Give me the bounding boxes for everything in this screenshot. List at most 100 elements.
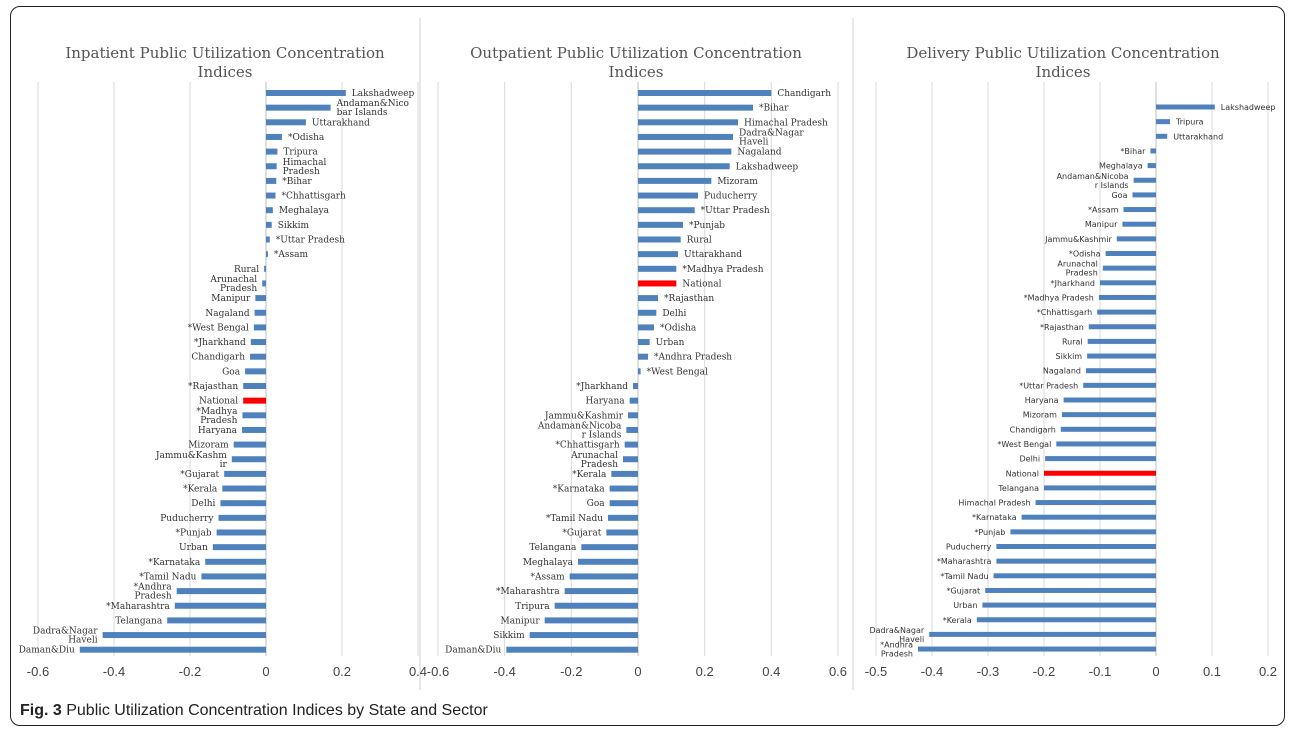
bar bbox=[638, 309, 657, 316]
category-label: *Chhattisgarh bbox=[555, 441, 620, 451]
bar bbox=[220, 500, 266, 507]
bar bbox=[266, 221, 272, 228]
bar bbox=[1105, 251, 1156, 256]
x-tick-label: 0.4 bbox=[762, 664, 780, 679]
bar bbox=[581, 544, 638, 551]
category-label: Lakshadweep bbox=[352, 89, 415, 99]
figure-number: Fig. 3 bbox=[20, 702, 62, 719]
category-label: *Odisha bbox=[288, 133, 325, 143]
category-label: *West Bengal bbox=[997, 440, 1051, 449]
bar bbox=[506, 646, 638, 653]
x-tick-label: 0.2 bbox=[1259, 664, 1277, 679]
category-label: Telangana bbox=[529, 543, 577, 553]
category-label: Mizoram bbox=[188, 441, 229, 451]
category-label: *Karnataka bbox=[148, 558, 200, 568]
category-label: *Maharashtra bbox=[106, 602, 170, 612]
bar bbox=[996, 544, 1156, 549]
bar bbox=[608, 514, 638, 521]
bar bbox=[1035, 500, 1156, 506]
bar bbox=[1061, 412, 1156, 418]
bar bbox=[1097, 309, 1156, 315]
bar bbox=[638, 133, 733, 140]
bar bbox=[638, 90, 772, 96]
bar bbox=[216, 529, 266, 536]
bar bbox=[1087, 338, 1156, 344]
category-label: *Assam bbox=[531, 572, 566, 582]
category-label: *Tamil Nadu bbox=[546, 514, 603, 524]
category-label: *Uttar Pradesh bbox=[1019, 381, 1078, 390]
x-tick-label: 0.1 bbox=[1203, 664, 1221, 679]
bar bbox=[638, 295, 658, 302]
category-label: *West Bengal bbox=[647, 367, 708, 377]
category-label: *Andhra Pradesh bbox=[134, 583, 173, 602]
bar bbox=[1100, 280, 1156, 286]
category-label: Delhi bbox=[191, 499, 215, 509]
category-label: National bbox=[1006, 469, 1039, 478]
category-label: *Tamil Nadu bbox=[139, 572, 196, 582]
category-label: National bbox=[682, 279, 721, 289]
bar bbox=[243, 383, 266, 389]
category-label: *Andhra Pradesh bbox=[880, 641, 913, 659]
category-label: *Bihar bbox=[1120, 147, 1146, 156]
category-label: Mizoram bbox=[1023, 411, 1057, 420]
category-label: National bbox=[199, 397, 238, 407]
bar bbox=[996, 558, 1156, 564]
bar bbox=[266, 251, 268, 258]
category-label: Chandigarh bbox=[1010, 425, 1056, 434]
chart-title: Outpatient Public Utilization Concentrat… bbox=[470, 44, 802, 81]
category-label: Urban bbox=[656, 338, 685, 348]
category-label: *Gujarat bbox=[562, 529, 601, 539]
bar bbox=[1156, 104, 1215, 110]
x-tick-label: 0.2 bbox=[696, 664, 714, 679]
bar bbox=[638, 148, 732, 155]
bar bbox=[1147, 163, 1156, 169]
category-label: Goa bbox=[1111, 191, 1127, 200]
category-label: *Jharkhand bbox=[1051, 279, 1095, 288]
category-label: *Odisha bbox=[1069, 250, 1101, 259]
bar bbox=[623, 456, 638, 463]
bar bbox=[1156, 119, 1170, 125]
bar bbox=[242, 426, 266, 433]
bar-national bbox=[638, 280, 677, 287]
bar bbox=[976, 617, 1156, 623]
x-tick-label: -0.4 bbox=[493, 664, 515, 679]
bar bbox=[628, 412, 638, 419]
bar bbox=[1123, 207, 1156, 213]
bar bbox=[167, 617, 266, 624]
bar bbox=[205, 558, 266, 565]
category-label: Jammu&Kashmir bbox=[544, 411, 624, 421]
category-label: Uttarakhand bbox=[312, 118, 370, 128]
bar bbox=[1087, 353, 1156, 359]
bar bbox=[929, 631, 1156, 637]
bar bbox=[1116, 236, 1156, 242]
bar bbox=[218, 514, 266, 521]
bar bbox=[638, 251, 678, 258]
bar bbox=[1133, 177, 1156, 183]
category-label: Goa bbox=[587, 499, 606, 509]
x-tick-label: -0.2 bbox=[560, 664, 582, 679]
category-label: Daman&Diu bbox=[19, 646, 75, 656]
x-tick-label: -0.4 bbox=[103, 664, 125, 679]
category-label: Haryana bbox=[586, 397, 626, 407]
bar bbox=[266, 177, 277, 184]
bar-national bbox=[243, 397, 266, 404]
x-tick-label: 0 bbox=[262, 664, 269, 679]
category-label: *Karnataka bbox=[972, 513, 1017, 522]
x-tick-label: -0.2 bbox=[1033, 664, 1055, 679]
x-tick-label: -0.4 bbox=[921, 664, 943, 679]
category-label: *Punjab bbox=[176, 529, 212, 539]
category-label: Himachal Pradesh bbox=[283, 158, 327, 177]
category-label: *Tamil Nadu bbox=[940, 572, 988, 581]
category-label: Arunachal Pradesh bbox=[570, 451, 618, 470]
bar bbox=[1086, 368, 1156, 374]
bar bbox=[266, 104, 331, 111]
x-tick-label: -0.5 bbox=[865, 664, 887, 679]
category-label: *Odisha bbox=[660, 323, 697, 333]
category-label: *Bihar bbox=[282, 177, 312, 187]
bar bbox=[1156, 133, 1168, 139]
bar bbox=[1045, 456, 1156, 462]
category-label: Meghalaya bbox=[279, 206, 330, 216]
category-label: *Gujarat bbox=[946, 586, 980, 595]
bar bbox=[1098, 294, 1156, 300]
